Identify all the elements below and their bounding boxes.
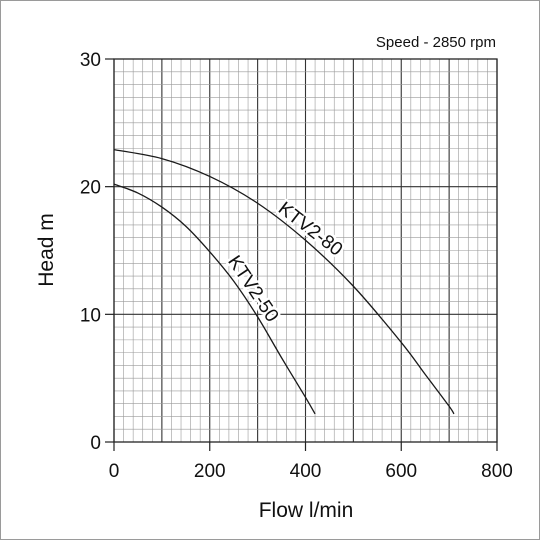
x-tick-label: 0: [109, 461, 120, 482]
series-label-text: KTV2-80: [274, 198, 346, 260]
axes: [105, 58, 498, 451]
y-tick-label: 10: [80, 305, 101, 326]
x-tick-label: 600: [385, 461, 417, 482]
x-tick-label: 400: [290, 461, 322, 482]
y-axis-title: Head m: [35, 213, 58, 287]
y-tick-label: 0: [90, 433, 101, 454]
speed-annotation: Speed - 2850 rpm: [376, 34, 496, 51]
series-line-ktv2-50: [113, 183, 316, 415]
x-tick-label: 800: [481, 461, 513, 482]
x-tick-label: 200: [194, 461, 226, 482]
y-tick-label: 20: [80, 178, 101, 199]
x-axis-title: Flow l/min: [259, 499, 354, 522]
labels: 0 200 400 600 8000102030KTV2-50KTV2-50KTV2-8…: [80, 50, 513, 482]
y-tick-label: 30: [80, 50, 101, 71]
series-line-ktv2-80: [113, 149, 455, 415]
series-group: [113, 149, 455, 415]
grid: [113, 58, 498, 443]
